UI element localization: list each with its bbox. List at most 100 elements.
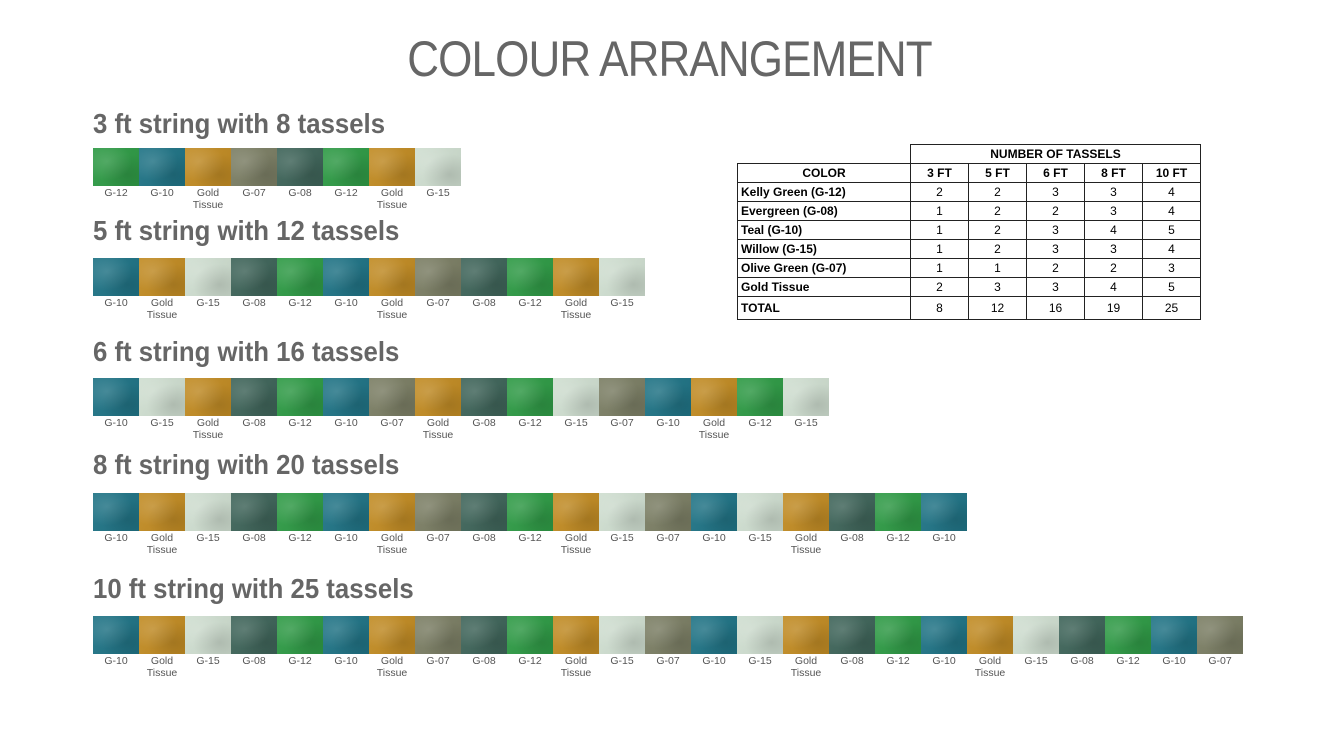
- tassel-swatch: [323, 378, 369, 416]
- table-cell: 4: [1084, 220, 1143, 240]
- tassel-label: G-15: [564, 417, 588, 429]
- tassel-label: G-08: [472, 417, 496, 429]
- tassel-swatch: [461, 616, 507, 654]
- table-group-header: NUMBER OF TASSELS: [910, 144, 1201, 164]
- tassel-label: G-10: [150, 187, 174, 199]
- tassel-label: Gold Tissue: [376, 532, 408, 556]
- tassel-swatch: [277, 493, 323, 531]
- tassel-label: G-12: [288, 417, 312, 429]
- table-column-header: 5 FT: [968, 163, 1027, 183]
- table-column-header: 8 FT: [1084, 163, 1143, 183]
- tassel-label: G-08: [242, 417, 266, 429]
- table-cell: 2: [968, 182, 1027, 202]
- tassel-swatch: [875, 616, 921, 654]
- tassel-swatch: [553, 493, 599, 531]
- tassel-swatch: [185, 616, 231, 654]
- tassel-label: Gold Tissue: [790, 655, 822, 679]
- tassel-label: G-15: [1024, 655, 1048, 667]
- tassel-label: Gold Tissue: [146, 655, 178, 679]
- tassel-swatch: [921, 493, 967, 531]
- tassel-label: G-07: [380, 417, 404, 429]
- table-cell: 3: [1084, 201, 1143, 221]
- tassel-label: Gold Tissue: [192, 187, 224, 211]
- tassel-swatch: [829, 616, 875, 654]
- tassel-label: Gold Tissue: [790, 532, 822, 556]
- string-5ft-title: 5 ft string with 12 tassels: [93, 215, 400, 246]
- string-3ft-title: 3 ft string with 8 tassels: [93, 108, 386, 139]
- tassel-swatch: [1151, 616, 1197, 654]
- table-color-name: TOTAL: [737, 296, 911, 320]
- tassel-swatch: [231, 148, 277, 186]
- table-cell: 5: [1142, 220, 1201, 240]
- tassel-label: Gold Tissue: [192, 417, 224, 441]
- tassel-label: G-07: [656, 532, 680, 544]
- tassel-label: G-08: [242, 655, 266, 667]
- tassel-swatch: [185, 148, 231, 186]
- tassel-swatch: [599, 493, 645, 531]
- tassel-swatch: [323, 616, 369, 654]
- tassel-label: G-12: [1116, 655, 1140, 667]
- tassel-swatch: [507, 378, 553, 416]
- tassel-label: G-10: [932, 532, 956, 544]
- tassel-label: G-10: [104, 655, 128, 667]
- tassel-label: G-15: [196, 655, 220, 667]
- table-group-header-row: NUMBER OF TASSELS: [738, 144, 1201, 164]
- tassel-label: G-15: [748, 655, 772, 667]
- tassel-label: G-15: [196, 297, 220, 309]
- tassel-swatch: [139, 493, 185, 531]
- tassel-label: G-12: [104, 187, 128, 199]
- tassel-swatch: [139, 148, 185, 186]
- tassel-swatch: [691, 616, 737, 654]
- tassel-swatch: [185, 378, 231, 416]
- tassel-swatch: [553, 616, 599, 654]
- table-cell: 3: [968, 277, 1027, 297]
- tassel-label: G-08: [242, 297, 266, 309]
- tassel-swatch: [507, 616, 553, 654]
- tassel-label: G-12: [288, 532, 312, 544]
- tassel-swatch: [599, 258, 645, 296]
- table-row: Willow (G-15) 1 2 3 3 4: [737, 239, 1201, 259]
- tassel-swatch: [737, 616, 783, 654]
- tassel-swatch: [507, 258, 553, 296]
- tassel-label: G-12: [748, 417, 772, 429]
- tassel-swatch: [93, 616, 139, 654]
- tassel-label: G-08: [840, 655, 864, 667]
- tassel-swatch: [737, 493, 783, 531]
- table-cell: 4: [1142, 201, 1201, 221]
- table-cell: 1: [910, 201, 969, 221]
- tassel-swatch: [967, 616, 1013, 654]
- page-title: COLOUR ARRANGEMENT: [407, 31, 932, 87]
- tassel-label: G-15: [748, 532, 772, 544]
- table-cell: 2: [1026, 201, 1085, 221]
- table-cell: 2: [968, 201, 1027, 221]
- string-6ft-title: 6 ft string with 16 tassels: [93, 336, 400, 367]
- tassel-swatch: [323, 493, 369, 531]
- tassel-swatch: [93, 148, 139, 186]
- tassel-swatch: [415, 378, 461, 416]
- tassel-label: Gold Tissue: [974, 655, 1006, 679]
- tassel-swatch: [783, 616, 829, 654]
- tassel-swatch: [461, 258, 507, 296]
- tassel-swatch: [369, 616, 415, 654]
- tassel-label: G-08: [288, 187, 312, 199]
- tassel-label: G-15: [426, 187, 450, 199]
- tassel-label: G-12: [518, 297, 542, 309]
- tassel-label: Gold Tissue: [560, 297, 592, 321]
- tassel-swatch: [1013, 616, 1059, 654]
- tassel-label: G-10: [334, 297, 358, 309]
- tassel-label: G-07: [242, 187, 266, 199]
- tassel-label: G-08: [840, 532, 864, 544]
- tassel-label: G-10: [702, 532, 726, 544]
- tassel-swatch: [599, 378, 645, 416]
- tassel-swatch: [829, 493, 875, 531]
- table-color-name: Evergreen (G-08): [737, 201, 911, 221]
- table-cell: 1: [910, 258, 969, 278]
- table-cell: 4: [1142, 239, 1201, 259]
- table-cell: 4: [1084, 277, 1143, 297]
- table-color-name: Olive Green (G-07): [737, 258, 911, 278]
- tassel-swatch: [415, 616, 461, 654]
- tassel-swatch: [737, 378, 783, 416]
- table-cell: 16: [1026, 296, 1085, 320]
- tassel-label: G-15: [150, 417, 174, 429]
- tassel-swatch: [277, 258, 323, 296]
